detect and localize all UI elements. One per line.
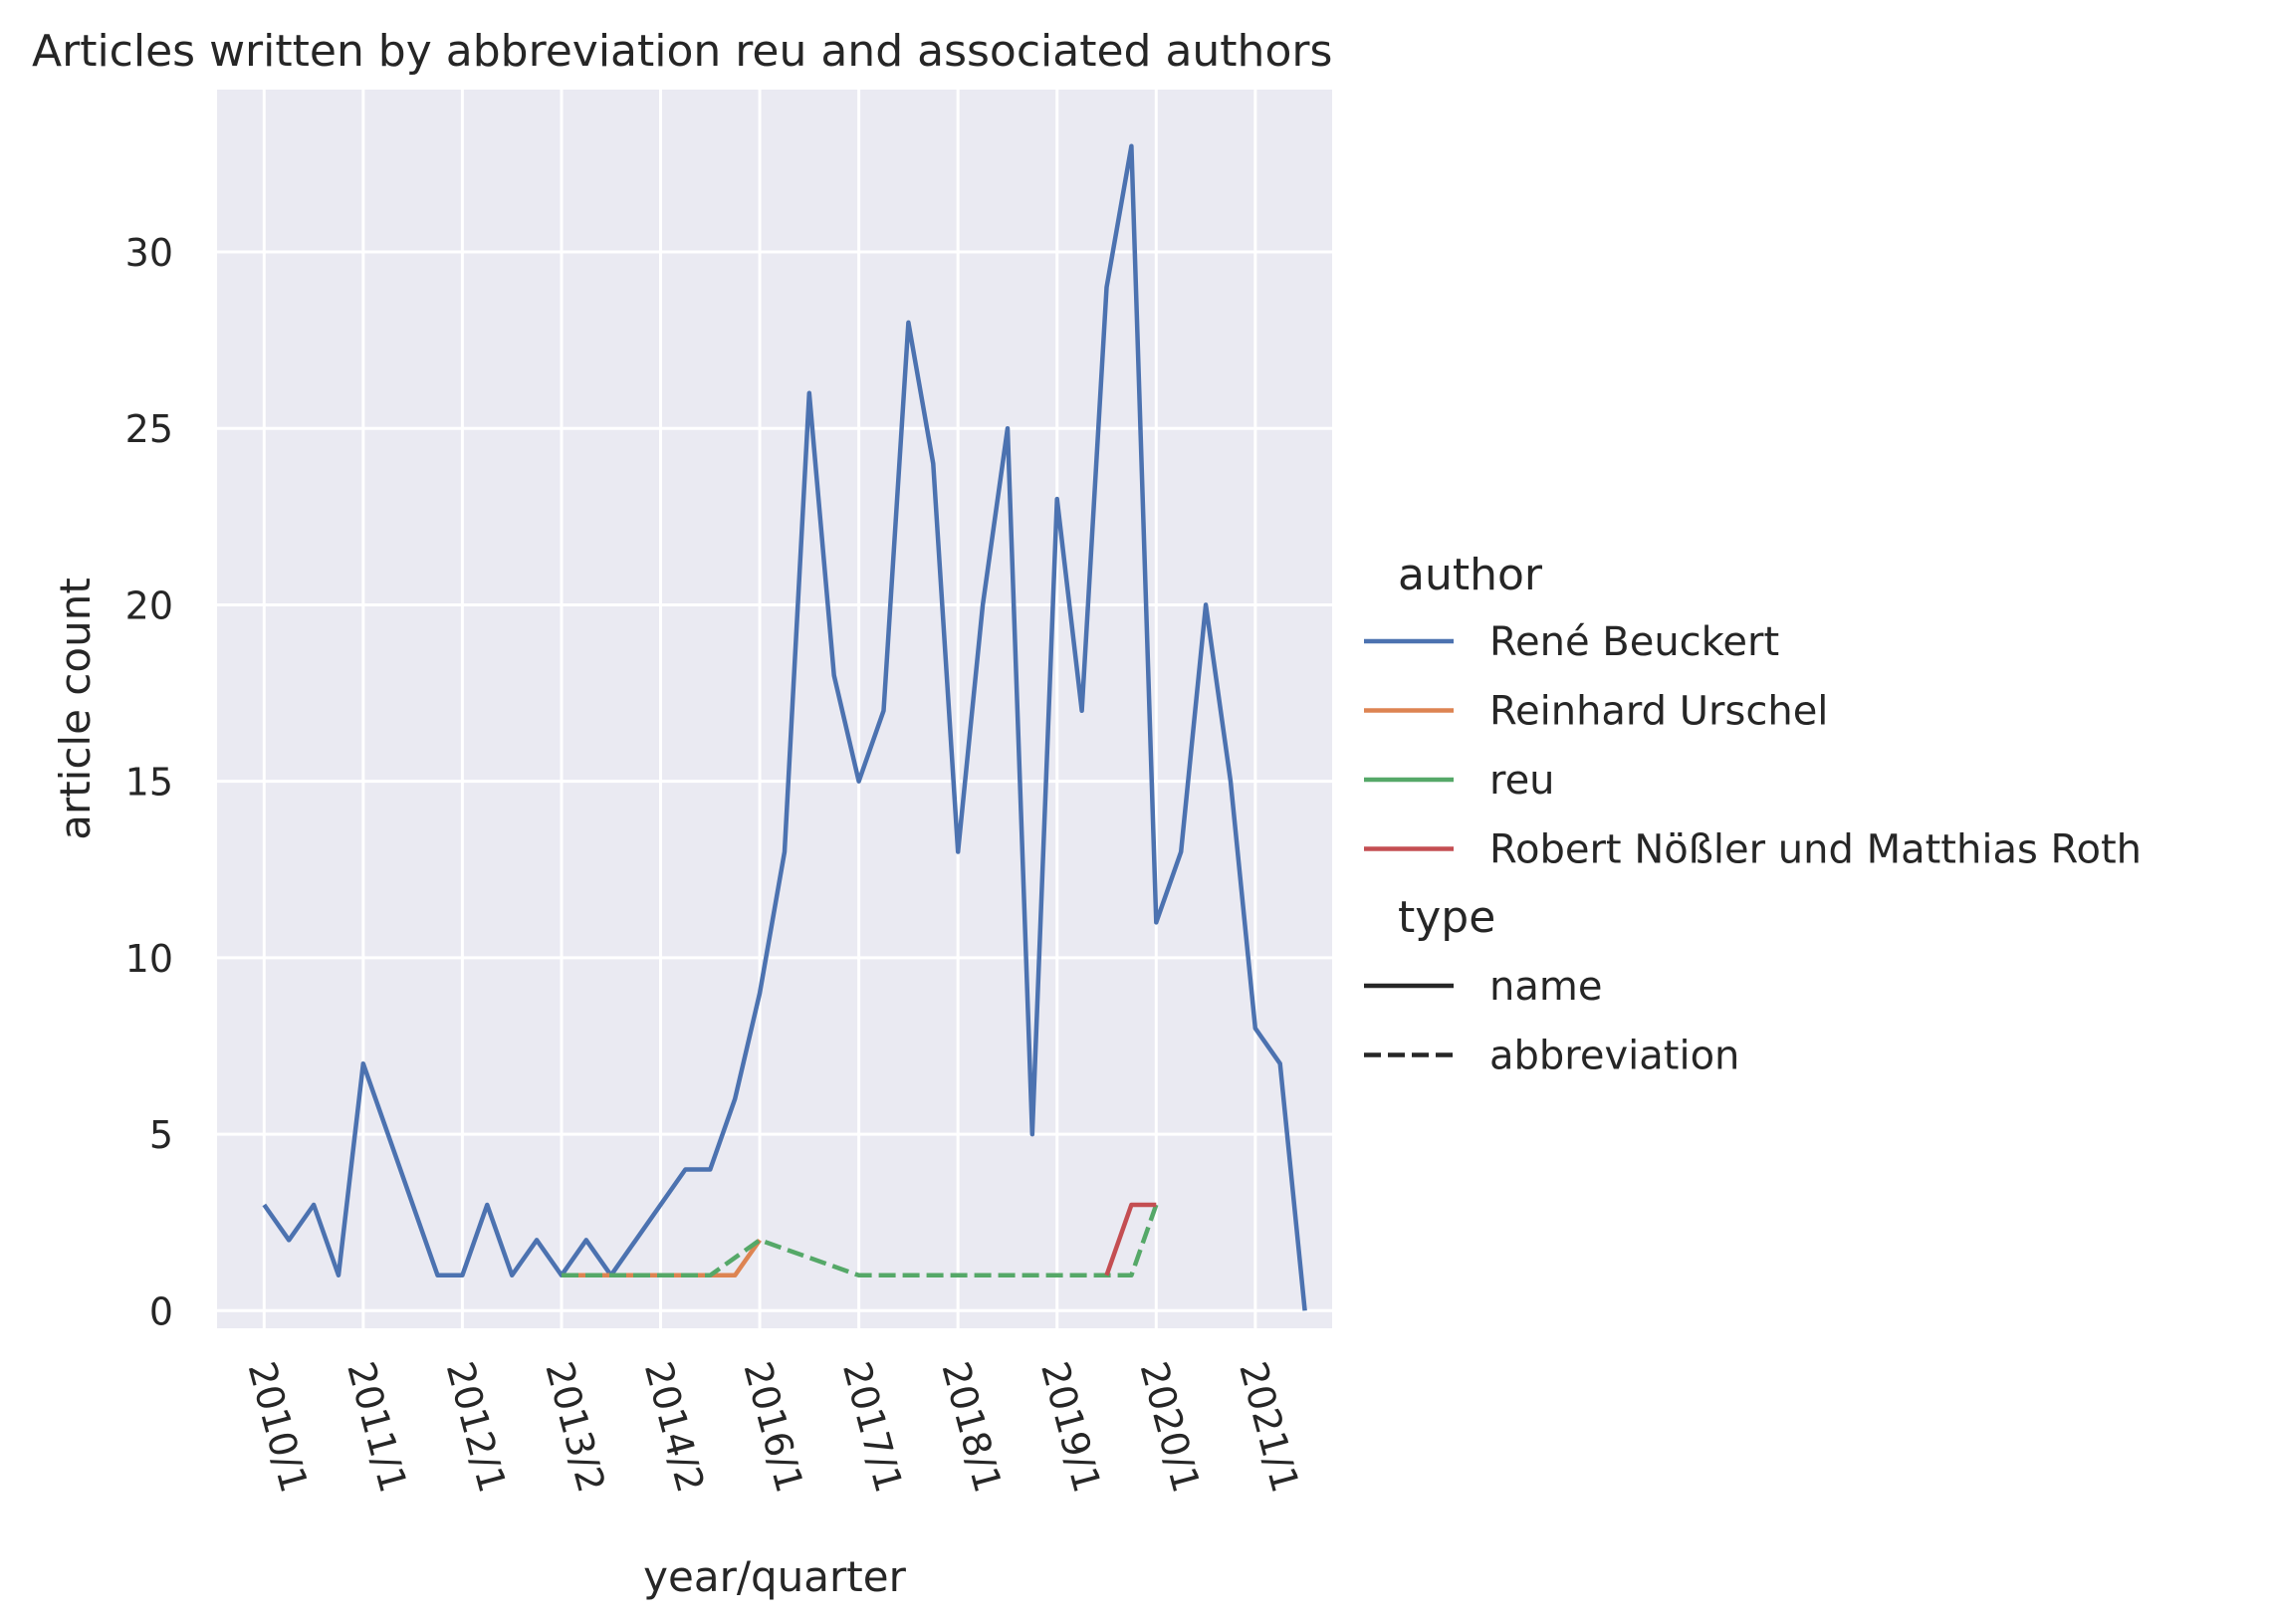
x-axis-label: year/quarter <box>643 1552 906 1601</box>
y-tick-label: 5 <box>149 1113 173 1157</box>
legend-type-title: type <box>1398 892 1495 943</box>
legend-author-title: author <box>1398 550 1543 600</box>
x-tick-label: 2017/1 <box>834 1357 911 1498</box>
legend-label: name <box>1489 964 1602 1010</box>
x-tick-label: 2014/2 <box>636 1357 713 1498</box>
x-tick-label: 2018/1 <box>933 1357 1010 1498</box>
series-line-ren-beuckert <box>262 143 1307 1311</box>
legend-label: Reinhard Urschel <box>1489 689 1828 735</box>
chart-title: Articles written by abbreviation reu and… <box>32 26 1332 77</box>
x-gridlines <box>262 90 1257 1328</box>
plot-area <box>217 90 1332 1328</box>
x-tick-label: 2013/2 <box>537 1357 613 1498</box>
legend-label: reu <box>1489 758 1555 804</box>
y-tick-label: 0 <box>149 1289 173 1333</box>
legend-label: abbreviation <box>1489 1034 1739 1079</box>
x-tick-label: 2019/1 <box>1032 1357 1109 1498</box>
series-line-reu <box>562 1204 1159 1278</box>
y-gridlines <box>217 250 1332 1312</box>
y-tick-label: 30 <box>125 231 173 275</box>
y-tick-label: 25 <box>125 407 173 451</box>
y-axis-ticks: 0 5 10 15 20 25 30 <box>125 231 173 1333</box>
series-lines <box>262 143 1307 1311</box>
y-axis-label: article count <box>51 578 100 840</box>
x-tick-label: 2010/1 <box>240 1357 317 1498</box>
legend-label: Robert Nößler und Matthias Roth <box>1489 827 2142 873</box>
y-tick-label: 15 <box>125 761 173 805</box>
legend-author-entries: René Beuckert Reinhard Urschel reu Robert N… <box>1364 619 2142 873</box>
y-tick-label: 20 <box>125 583 173 627</box>
legend-label: René Beuckert <box>1489 619 1779 665</box>
x-tick-label: 2021/1 <box>1231 1357 1307 1498</box>
legend-type-entries: name abbreviation <box>1364 964 1739 1079</box>
x-tick-label: 2016/1 <box>735 1357 811 1498</box>
x-axis-ticks: 2010/1 2011/1 2012/1 2013/2 2014/2 2016/1 2017… <box>240 1357 1308 1498</box>
x-tick-label: 2011/1 <box>339 1357 415 1498</box>
x-tick-label: 2012/1 <box>438 1357 515 1498</box>
x-tick-label: 2020/1 <box>1132 1357 1209 1498</box>
series-line-robert-n-ler-und-matthias-roth <box>1104 1202 1157 1276</box>
y-tick-label: 10 <box>125 937 173 981</box>
